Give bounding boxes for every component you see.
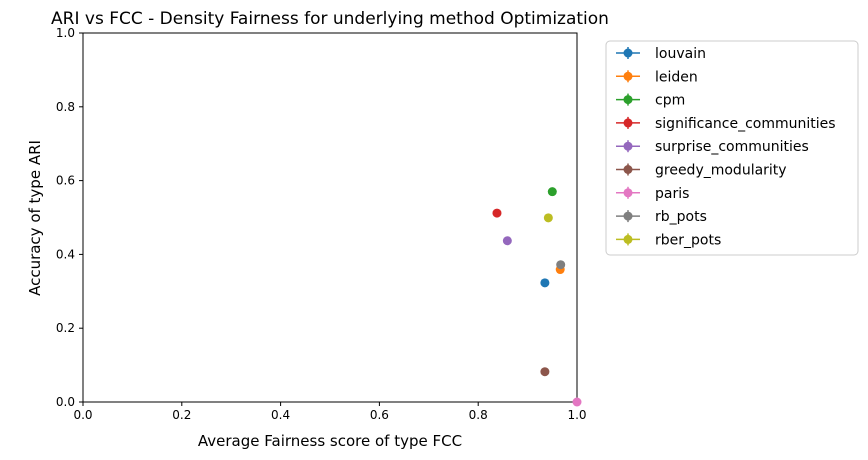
data-point-louvain xyxy=(540,278,550,288)
y-tick-label: 0.6 xyxy=(56,174,75,188)
legend-marker xyxy=(623,211,633,221)
data-point-rb-pots xyxy=(556,260,566,270)
data-point-cpm xyxy=(547,187,557,197)
legend-marker xyxy=(623,141,633,151)
legend-marker xyxy=(623,118,633,128)
y-tick-label: 0.0 xyxy=(56,395,75,409)
legend-label: cpm xyxy=(655,93,685,109)
data-points xyxy=(492,187,582,407)
legend: louvain leiden cpm significance_communities… xyxy=(605,40,859,256)
legend-label: greedy_modularity xyxy=(655,163,787,179)
legend-label: leiden xyxy=(655,69,698,85)
legend-label: louvain xyxy=(655,46,706,62)
legend-marker xyxy=(623,48,633,58)
chart-title: ARI vs FCC - Density Fairness for underl… xyxy=(51,9,609,29)
legend-marker xyxy=(623,234,633,244)
legend-item-louvain: louvain xyxy=(616,46,706,62)
y-tick-label: 1.0 xyxy=(56,26,75,40)
legend-frame xyxy=(605,40,859,256)
x-tick-label: 0.2 xyxy=(172,408,191,422)
x-tick-label: 0.0 xyxy=(73,408,92,422)
legend-label: surprise_communities xyxy=(655,139,809,155)
legend-item-significance-communities: significance_communities xyxy=(616,116,836,132)
legend-marker xyxy=(623,95,633,105)
legend-item-leiden: leiden xyxy=(616,69,698,85)
x-tick-label: 0.6 xyxy=(370,408,389,422)
plot-area xyxy=(82,32,578,403)
legend-item-rb-pots: rb_pots xyxy=(616,209,707,225)
legend-label: rber_pots xyxy=(655,232,721,248)
data-point-greedy-modularity xyxy=(540,367,550,377)
legend-item-surprise-communities: surprise_communities xyxy=(616,139,809,155)
legend-item-rber-pots: rber_pots xyxy=(616,232,721,248)
data-point-rber-pots xyxy=(543,213,553,223)
legend-label: significance_communities xyxy=(655,116,836,132)
legend-item-cpm: cpm xyxy=(616,93,685,109)
legend-item-paris: paris xyxy=(616,186,689,202)
x-axis-label: Average Fairness score of type FCC xyxy=(198,432,462,450)
y-tick-label: 0.4 xyxy=(56,247,75,261)
legend-marker xyxy=(623,165,633,174)
x-tick-label: 1.0 xyxy=(567,408,586,422)
legend-marker xyxy=(623,71,633,81)
x-tick-label: 0.8 xyxy=(469,408,488,422)
y-tick-label: 0.2 xyxy=(56,321,75,335)
y-axis-label: Accuracy of type ARI xyxy=(26,140,44,296)
data-point-surprise-communities xyxy=(502,236,512,246)
legend-label: rb_pots xyxy=(655,209,707,225)
y-axis-ticks: 0.0 0.2 0.4 0.6 0.8 1.0 xyxy=(56,26,83,409)
data-point-significance-communities xyxy=(492,208,502,218)
data-point-paris xyxy=(572,397,582,407)
x-axis-ticks: 0.0 0.2 0.4 0.6 0.8 1.0 xyxy=(73,402,587,422)
legend-label: paris xyxy=(655,186,689,202)
x-tick-label: 0.4 xyxy=(271,408,290,422)
legend-item-greedy-modularity: greedy_modularity xyxy=(616,163,787,179)
legend-items: louvain leiden cpm significance_communities… xyxy=(616,46,836,248)
y-tick-label: 0.8 xyxy=(56,100,75,114)
legend-marker xyxy=(623,188,633,198)
